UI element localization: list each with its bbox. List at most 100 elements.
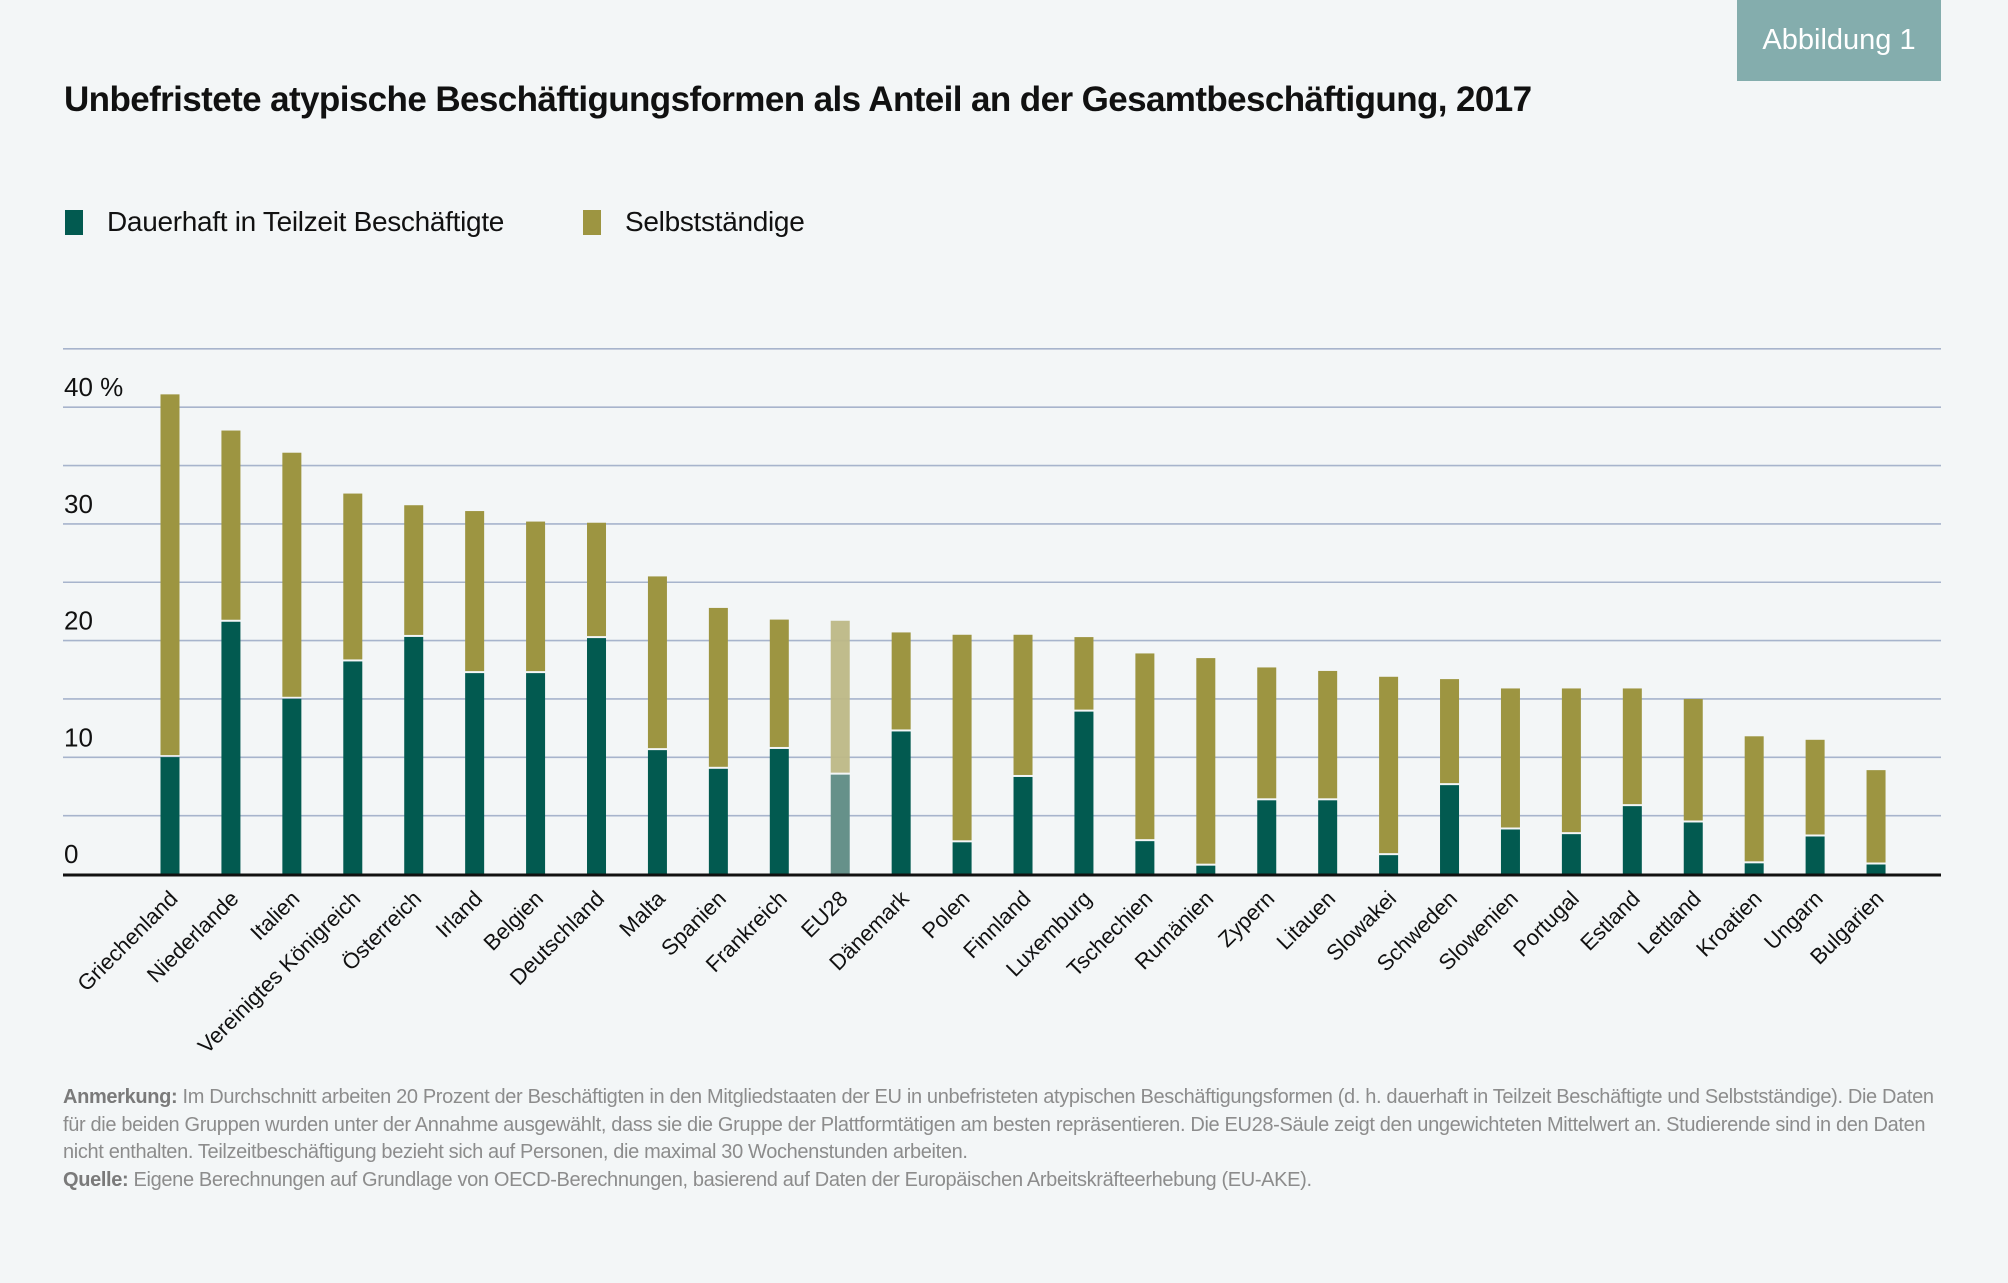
- bar-selbststaendige: [1500, 688, 1520, 828]
- y-tick-label-20: 20: [64, 606, 93, 636]
- bar-teilzeit: [1257, 800, 1277, 874]
- bar-teilzeit: [1196, 865, 1216, 874]
- bar-group-luxemburg: [1074, 637, 1094, 874]
- bar-teilzeit: [404, 636, 424, 874]
- bar-group-griechenland: [160, 394, 180, 874]
- bar-teilzeit: [1500, 829, 1520, 874]
- bar-selbststaendige: [1074, 637, 1094, 710]
- legend-swatch-parttime: [65, 209, 83, 235]
- footnote: Anmerkung: Im Durchschnitt arbeiten 20 P…: [63, 1084, 1943, 1194]
- x-tick-label: Malta: [614, 885, 670, 941]
- x-tick-label: Portugal: [1508, 886, 1584, 962]
- bar-selbststaendige: [1561, 688, 1581, 833]
- bar-group-portugal: [1561, 688, 1581, 874]
- x-tick-label: Estland: [1575, 886, 1645, 956]
- bar-selbststaendige: [587, 522, 607, 637]
- bar-teilzeit: [1683, 822, 1703, 874]
- x-tick-label: Irland: [431, 886, 488, 943]
- bars: [160, 394, 1886, 874]
- bar-selbststaendige: [1683, 698, 1703, 821]
- legend-swatch-selfemployed: [583, 209, 601, 235]
- bar-selbststaendige: [952, 634, 972, 841]
- bar-selbststaendige: [1135, 653, 1155, 840]
- bar-teilzeit: [1744, 863, 1764, 874]
- y-axis-ticks: 0 10 20 30 40 %: [64, 372, 123, 869]
- bar-selbststaendige: [1196, 658, 1216, 864]
- bar-teilzeit: [1135, 841, 1155, 874]
- bar-group-irland: [465, 511, 485, 874]
- bar-group-schweden: [1440, 679, 1460, 874]
- bar-selbststaendige: [343, 493, 363, 660]
- bar-teilzeit: [282, 698, 302, 874]
- bar-teilzeit: [221, 621, 241, 874]
- bar-group-eu28: [830, 620, 850, 874]
- bar-teilzeit: [1318, 800, 1338, 874]
- bar-group-litauen: [1318, 670, 1338, 874]
- chart-title: Unbefristete atypische Beschäftigungsfor…: [64, 80, 1532, 119]
- bar-group-dänemark: [891, 632, 911, 874]
- bar-selbststaendige: [404, 505, 424, 635]
- bar-selbststaendige: [160, 394, 180, 756]
- bar-selbststaendige: [1744, 736, 1764, 862]
- bar-teilzeit: [952, 842, 972, 874]
- bar-selbststaendige: [1318, 670, 1338, 799]
- footnote-note: Anmerkung: Im Durchschnitt arbeiten 20 P…: [63, 1084, 1943, 1167]
- bar-selbststaendige: [282, 452, 302, 697]
- bar-group-estland: [1622, 688, 1642, 874]
- bar-teilzeit: [1866, 864, 1886, 874]
- bar-group-niederlande: [221, 430, 241, 874]
- footnote-note-label: Anmerkung:: [63, 1086, 178, 1108]
- bar-group-vereinigtes-königreich: [343, 493, 363, 874]
- x-tick-label: EU28: [796, 886, 853, 943]
- y-tick-label-40: 40 %: [64, 372, 123, 402]
- bar-teilzeit: [587, 638, 607, 874]
- bar-teilzeit: [1379, 855, 1399, 874]
- bar-selbststaendige: [1379, 676, 1399, 854]
- bar-teilzeit: [526, 673, 546, 874]
- bar-group-lettland: [1683, 698, 1703, 874]
- bar-group-malta: [647, 576, 667, 874]
- bar-selbststaendige: [1866, 770, 1886, 863]
- bar-selbststaendige: [891, 632, 911, 730]
- bar-group-spanien: [708, 607, 728, 874]
- figure-badge: Abbildung 1: [1737, 0, 1941, 81]
- bar-group-rumänien: [1196, 658, 1216, 874]
- bar-teilzeit: [830, 774, 850, 874]
- footnote-source-label: Quelle:: [63, 1168, 129, 1191]
- bar-group-tschechien: [1135, 653, 1155, 874]
- y-tick-label-0: 0: [64, 839, 78, 869]
- bar-group-ungarn: [1805, 739, 1825, 874]
- bar-teilzeit: [1805, 836, 1825, 874]
- bar-selbststaendige: [769, 619, 789, 747]
- bar-teilzeit: [1561, 834, 1581, 874]
- bar-teilzeit: [769, 748, 789, 874]
- bar-selbststaendige: [830, 620, 850, 773]
- bar-group-finnland: [1013, 634, 1033, 874]
- legend: Dauerhaft in Teilzeit Beschäftigte Selbs…: [65, 206, 805, 238]
- bar-group-zypern: [1257, 667, 1277, 874]
- bar-selbststaendige: [221, 430, 241, 620]
- bar-teilzeit: [647, 750, 667, 874]
- bar-selbststaendige: [1440, 679, 1460, 784]
- x-tick-label: Italien: [245, 886, 304, 945]
- y-tick-label-30: 30: [64, 489, 93, 519]
- bar-teilzeit: [891, 731, 911, 874]
- bar-group-kroatien: [1744, 736, 1764, 874]
- bar-group-bulgarien: [1866, 770, 1886, 874]
- bar-selbststaendige: [647, 576, 667, 749]
- footnote-source-text: Eigene Berechnungen auf Grundlage von OE…: [128, 1168, 1312, 1191]
- legend-label-selfemployed: Selbstständige: [625, 206, 805, 237]
- bar-selbststaendige: [1257, 667, 1277, 799]
- bar-teilzeit: [343, 661, 363, 874]
- bar-teilzeit: [1440, 785, 1460, 874]
- bar-group-österreich: [404, 505, 424, 874]
- bar-group-belgien: [526, 521, 546, 874]
- footnote-source: Quelle: Eigene Berechnungen auf Grundlag…: [63, 1167, 1943, 1195]
- x-tick-label: Kroatien: [1691, 886, 1767, 962]
- bar-teilzeit: [1013, 776, 1033, 874]
- bar-group-italien: [282, 452, 302, 874]
- legend-item-parttime: Dauerhaft in Teilzeit Beschäftigte: [65, 206, 504, 238]
- bar-selbststaendige: [1622, 688, 1642, 805]
- bar-teilzeit: [465, 673, 485, 874]
